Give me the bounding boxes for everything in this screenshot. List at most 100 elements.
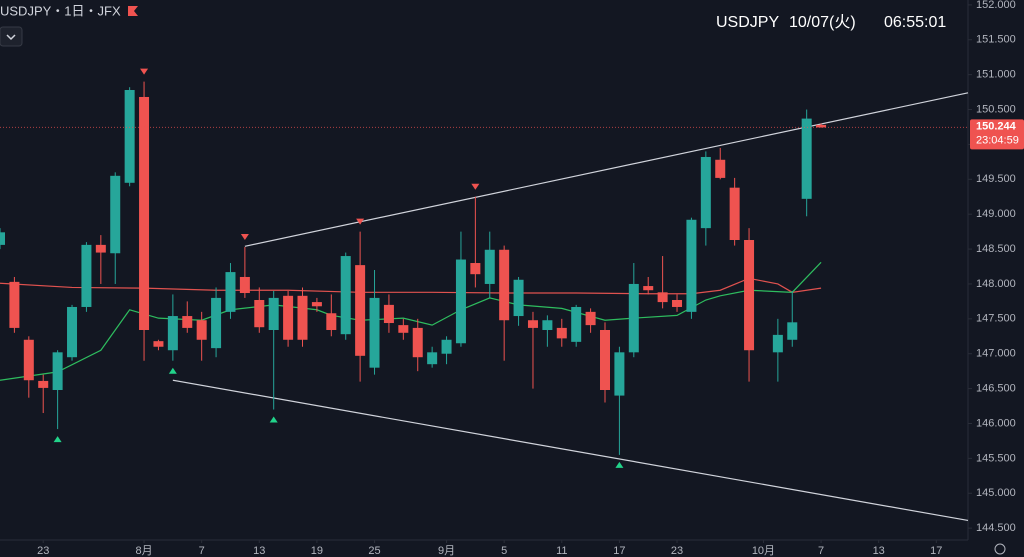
candle-body bbox=[455, 259, 466, 344]
x-tick-label: 25 bbox=[368, 545, 380, 557]
candle-body bbox=[715, 159, 726, 178]
candle-body bbox=[196, 320, 207, 340]
collapse-button[interactable] bbox=[0, 26, 23, 47]
candle-body bbox=[686, 219, 697, 312]
candle-body bbox=[441, 339, 452, 354]
symbol-title: USDJPY・1日・JFX bbox=[0, 3, 121, 18]
candle-body bbox=[427, 352, 438, 365]
candle-body bbox=[355, 265, 366, 356]
candle-body bbox=[124, 90, 135, 183]
flag-icon[interactable] bbox=[128, 6, 138, 16]
candle-body bbox=[628, 283, 639, 353]
candle-body bbox=[772, 334, 783, 353]
y-tick-label: 151.500 bbox=[976, 34, 1016, 46]
candle-body bbox=[139, 96, 150, 330]
x-tick-label: 23 bbox=[37, 545, 49, 557]
candle-body bbox=[398, 325, 409, 333]
y-tick-label: 149.000 bbox=[976, 208, 1016, 220]
y-tick-label: 145.000 bbox=[976, 487, 1016, 499]
moving-average bbox=[0, 277, 822, 295]
last-price-box bbox=[970, 119, 1024, 150]
candle-body bbox=[383, 304, 394, 324]
x-tick-label: 10月 bbox=[752, 545, 775, 557]
y-tick-label: 145.500 bbox=[976, 452, 1016, 464]
candle-body bbox=[801, 118, 812, 199]
candle-body bbox=[499, 249, 510, 321]
candle-body bbox=[0, 232, 5, 245]
candle-body bbox=[167, 316, 178, 351]
y-tick-label: 151.000 bbox=[976, 69, 1016, 81]
info-date: 10/07(火) bbox=[789, 14, 856, 31]
candle-body bbox=[326, 313, 337, 330]
candle-body bbox=[211, 297, 222, 349]
candle-body bbox=[571, 306, 582, 342]
candle-body bbox=[513, 279, 524, 317]
candle-body bbox=[254, 300, 265, 328]
candle-body bbox=[268, 297, 279, 330]
candle-body bbox=[556, 327, 567, 339]
x-tick-label: 23 bbox=[671, 545, 683, 557]
candle-body bbox=[787, 322, 798, 340]
x-tick-label: 17 bbox=[930, 545, 942, 557]
x-tick-label: 8月 bbox=[135, 545, 152, 557]
candle-body bbox=[38, 380, 49, 388]
candle-body bbox=[729, 187, 740, 240]
settings-icon[interactable] bbox=[994, 543, 1006, 555]
y-tick-label: 144.500 bbox=[976, 522, 1016, 534]
x-tick-label: 17 bbox=[613, 545, 625, 557]
y-tick-label: 148.500 bbox=[976, 243, 1016, 255]
candle-body bbox=[744, 240, 755, 351]
x-tick-label: 7 bbox=[199, 545, 205, 557]
pivot-high-marker bbox=[356, 218, 365, 225]
pivot-high-marker bbox=[240, 233, 249, 240]
candle-body bbox=[412, 327, 423, 358]
candle-body bbox=[600, 330, 610, 390]
info-time: 06:55:01 bbox=[884, 14, 946, 31]
x-tick-label: 19 bbox=[311, 545, 323, 557]
candle-body bbox=[311, 302, 322, 307]
candle-body bbox=[225, 272, 236, 312]
pivot-low-marker bbox=[168, 367, 177, 374]
candle-body bbox=[657, 292, 668, 303]
candle-body bbox=[297, 295, 308, 340]
candle-body bbox=[95, 244, 106, 253]
pivot-low-marker bbox=[269, 416, 278, 423]
candle-body bbox=[52, 352, 63, 390]
y-tick-label: 146.500 bbox=[976, 383, 1016, 395]
moving-average bbox=[0, 261, 822, 381]
trend-line bbox=[244, 92, 969, 247]
candle-body bbox=[614, 352, 625, 396]
info-pair: USDJPY bbox=[716, 14, 779, 31]
candle-body bbox=[672, 300, 683, 307]
candle-body bbox=[470, 263, 481, 275]
candle-body bbox=[585, 311, 596, 326]
pivot-low-marker bbox=[53, 436, 62, 443]
candle-body bbox=[81, 244, 92, 307]
candle-body bbox=[283, 295, 294, 340]
x-tick-label: 7 bbox=[818, 545, 824, 557]
pivot-high-marker bbox=[471, 183, 480, 190]
y-tick-label: 148.000 bbox=[976, 278, 1016, 290]
candle-body bbox=[643, 286, 654, 291]
x-tick-label: 13 bbox=[253, 545, 265, 557]
pivot-low-marker bbox=[615, 461, 624, 468]
candle-body bbox=[239, 276, 250, 294]
candle-body bbox=[484, 249, 495, 284]
x-tick-label: 13 bbox=[873, 545, 885, 557]
candle-body bbox=[153, 341, 164, 347]
candle-body bbox=[816, 124, 827, 128]
chevron-icon bbox=[6, 34, 16, 41]
y-tick-label: 147.000 bbox=[976, 348, 1016, 360]
candle-body bbox=[110, 175, 121, 254]
y-tick-label: 146.000 bbox=[976, 417, 1016, 429]
y-tick-label: 147.500 bbox=[976, 313, 1016, 325]
x-tick-label: 5 bbox=[501, 545, 507, 557]
candle-body bbox=[23, 339, 34, 381]
candle-body bbox=[542, 320, 553, 330]
trend-line bbox=[172, 379, 969, 522]
candle-body bbox=[9, 281, 20, 328]
candle-body bbox=[527, 320, 538, 328]
x-tick-label: 11 bbox=[556, 545, 567, 557]
